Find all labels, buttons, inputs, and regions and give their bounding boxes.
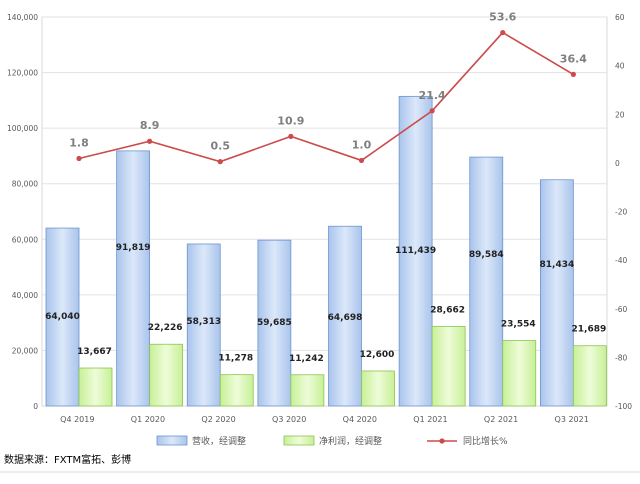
revenue-data-label: 89,584 <box>469 250 504 260</box>
profit-bar <box>502 340 537 407</box>
profit-bar <box>78 367 113 407</box>
source-note: 数据来源：FXTM富拓、彭博 <box>4 455 132 466</box>
y-left-tick-label: 60,000 <box>12 235 38 244</box>
y-right-tick-label: 0 <box>615 159 620 168</box>
revenue-bar <box>186 243 221 407</box>
y-right-tick-label: -40 <box>615 256 627 265</box>
growth-data-label: 0.5 <box>211 140 231 153</box>
profit-data-label: 21,689 <box>572 325 607 335</box>
growth-point <box>358 157 365 164</box>
growth-data-label: 53.6 <box>489 11 516 24</box>
revenue-data-label: 64,698 <box>328 313 363 323</box>
revenue-data-label: 59,685 <box>257 318 292 328</box>
x-tick-label: Q1 2021 <box>413 415 447 424</box>
revenue-data-label: 111,439 <box>395 246 436 256</box>
profit-data-label: 13,667 <box>77 347 112 357</box>
x-tick-label: Q2 2020 <box>201 415 235 424</box>
growth-point <box>147 138 153 144</box>
growth-point <box>500 29 506 36</box>
growth-point <box>288 133 294 139</box>
y-left-tick-label: 80,000 <box>12 180 38 189</box>
y-right-tick-label: -80 <box>615 353 627 362</box>
legend-growth-label: 同比增长% <box>463 435 508 447</box>
x-tick-label: Q3 2020 <box>272 415 306 424</box>
profit-data-label: 22,226 <box>148 323 183 333</box>
growth-data-label: 21.4 <box>419 89 446 102</box>
profit-bar <box>219 374 254 407</box>
revenue-bar <box>257 239 292 407</box>
y-left-tick-label: 0 <box>33 402 38 411</box>
profit-data-label: 28,662 <box>430 305 465 315</box>
profit-data-label: 11,242 <box>289 354 324 364</box>
y-left-tick-label: 40,000 <box>12 291 38 300</box>
growth-point <box>570 71 576 77</box>
growth-point <box>76 155 82 162</box>
growth-data-label: 8.9 <box>140 119 160 132</box>
revenue-bar <box>328 225 362 407</box>
y-right-tick-label: -60 <box>615 305 627 314</box>
revenue-bar <box>469 156 504 407</box>
y-right-tick-label: -20 <box>615 208 627 217</box>
growth-data-label: 10.9 <box>277 114 304 127</box>
revenue-data-label: 91,819 <box>116 243 151 253</box>
y-right-tick-label: 60 <box>615 13 625 22</box>
growth-data-label: 1.8 <box>69 136 89 149</box>
revenue-bar <box>398 95 433 407</box>
profit-bar <box>149 343 184 407</box>
y-left-tick-label: 100,000 <box>7 124 38 133</box>
legend-profit-swatch <box>283 435 315 446</box>
revenue-bar <box>116 150 151 407</box>
y-right-tick-label: 40 <box>615 62 625 71</box>
growth-line <box>78 31 574 163</box>
x-tick-label: Q4 2020 <box>343 415 377 424</box>
revenue-data-label: 58,313 <box>186 317 221 327</box>
revenue-data-label: 64,040 <box>45 312 80 322</box>
growth-data-label: 1.0 <box>352 138 372 151</box>
profit-data-label: 11,278 <box>218 354 253 364</box>
revenue-bar <box>45 227 80 407</box>
y-right-tick-label: -100 <box>615 402 632 411</box>
legend-revenue-swatch <box>156 435 188 446</box>
profit-bar <box>572 345 607 407</box>
profit-bar <box>290 374 325 407</box>
x-tick-label: Q3 2021 <box>555 415 589 424</box>
growth-data-label: 36.4 <box>560 52 587 65</box>
y-left-tick-label: 20,000 <box>12 346 38 355</box>
x-tick-label: Q2 2021 <box>484 415 518 424</box>
y-right-tick-label: 20 <box>615 110 625 119</box>
y-left-tick-label: 120,000 <box>7 69 38 78</box>
x-tick-label: Q4 2019 <box>60 415 94 424</box>
legend-growth-marker <box>439 438 445 444</box>
legend-profit-label: 净利润，经调整 <box>319 435 382 447</box>
profit-bar <box>361 370 395 407</box>
legend-revenue-label: 营收，经调整 <box>192 435 246 447</box>
x-tick-label: Q1 2020 <box>131 415 165 424</box>
revenue-bar <box>539 179 574 407</box>
profit-data-label: 12,600 <box>360 350 395 360</box>
revenue-data-label: 81,434 <box>540 260 575 270</box>
profit-data-label: 23,554 <box>501 320 536 330</box>
y-left-tick-label: 140,000 <box>7 13 38 22</box>
growth-point <box>429 108 435 114</box>
growth-point <box>217 159 223 165</box>
profit-bar <box>431 325 466 407</box>
